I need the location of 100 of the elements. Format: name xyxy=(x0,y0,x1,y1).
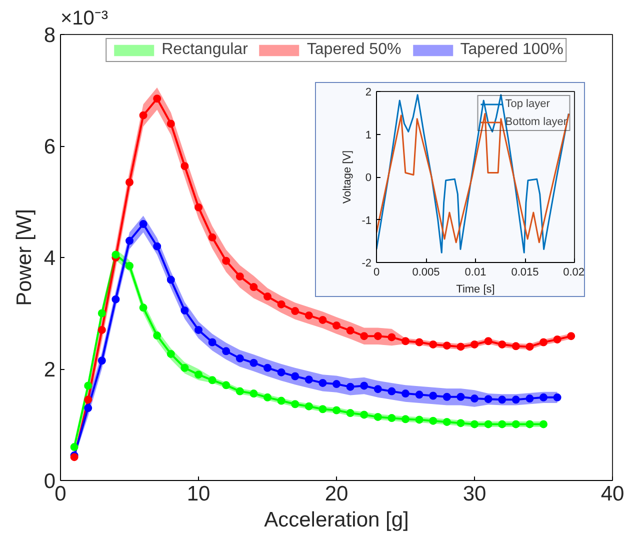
point xyxy=(553,393,562,402)
point xyxy=(98,326,106,334)
point xyxy=(415,338,424,346)
point xyxy=(318,316,327,324)
point xyxy=(291,400,300,408)
point xyxy=(277,396,286,405)
line-series xyxy=(376,94,570,254)
line-series xyxy=(376,112,570,244)
point xyxy=(540,393,548,402)
point xyxy=(402,337,410,346)
point xyxy=(153,242,162,250)
point xyxy=(70,443,78,452)
point xyxy=(498,340,506,348)
point xyxy=(553,335,562,344)
point xyxy=(291,372,300,380)
point xyxy=(456,342,465,351)
legend-label: Tapered 50% xyxy=(306,41,402,59)
x-tick-label: 0.015 xyxy=(511,266,539,278)
point xyxy=(250,283,258,292)
point xyxy=(346,326,354,335)
point xyxy=(540,338,548,346)
point xyxy=(236,387,244,396)
point xyxy=(84,404,92,412)
point xyxy=(512,342,520,350)
point xyxy=(304,311,313,320)
point xyxy=(512,396,520,404)
point xyxy=(456,392,465,401)
legend-label: Top layer xyxy=(505,98,550,110)
point xyxy=(346,409,354,418)
point xyxy=(429,392,438,400)
y-tick-label: -1 xyxy=(362,214,372,227)
point xyxy=(166,120,175,128)
point xyxy=(360,410,368,419)
x-tick-label: 0.02 xyxy=(563,266,585,278)
point xyxy=(208,376,216,384)
point xyxy=(526,342,534,351)
point xyxy=(442,418,451,426)
point xyxy=(415,416,424,424)
point xyxy=(318,378,327,387)
point xyxy=(250,390,258,398)
point xyxy=(264,393,272,402)
x-tick-label: 0 xyxy=(373,266,380,278)
y-tick-label: 0 xyxy=(365,172,372,184)
point xyxy=(194,326,202,334)
y-axis-title: Voltage [V] xyxy=(342,150,354,204)
point xyxy=(470,420,478,428)
point xyxy=(429,340,438,348)
point xyxy=(456,419,465,428)
point xyxy=(166,350,175,358)
point xyxy=(402,390,410,398)
point xyxy=(470,394,478,403)
point xyxy=(236,354,244,362)
point xyxy=(388,414,396,422)
point xyxy=(98,309,106,318)
point xyxy=(402,415,410,424)
point xyxy=(277,300,286,308)
point xyxy=(139,220,148,228)
point xyxy=(126,236,134,245)
point xyxy=(374,412,382,421)
y-tick-label: 2 xyxy=(365,86,372,98)
point xyxy=(180,162,189,170)
point xyxy=(318,405,327,414)
point xyxy=(236,272,244,280)
point xyxy=(98,356,106,365)
point xyxy=(484,395,492,404)
legend-label: Rectangular xyxy=(162,41,248,59)
point xyxy=(180,306,189,314)
point xyxy=(442,342,451,350)
point xyxy=(153,94,162,103)
point xyxy=(112,250,120,259)
point xyxy=(180,364,189,372)
point xyxy=(498,396,506,404)
x-axis-title: Acceleration [g] xyxy=(264,508,409,532)
point xyxy=(194,370,202,379)
x-tick-label: 40 xyxy=(600,482,624,506)
point xyxy=(470,340,478,348)
y-axis-title: Power [W] xyxy=(12,209,36,306)
point xyxy=(84,382,92,390)
point xyxy=(484,420,492,428)
point xyxy=(415,390,424,399)
point xyxy=(112,295,120,304)
point xyxy=(332,380,340,388)
point xyxy=(332,406,340,414)
point xyxy=(388,333,396,342)
point xyxy=(304,402,313,410)
point xyxy=(139,111,148,120)
y-tick-label: 8 xyxy=(44,24,56,47)
y-tick-label: -2 xyxy=(362,258,372,270)
point xyxy=(264,292,272,301)
point xyxy=(222,256,230,265)
x-tick-label: 10 xyxy=(186,482,210,506)
point xyxy=(153,332,162,340)
point xyxy=(360,382,368,390)
point xyxy=(346,382,354,391)
y-tick-label: 4 xyxy=(44,247,56,270)
point xyxy=(277,368,286,376)
point xyxy=(360,332,368,340)
point xyxy=(332,322,340,330)
point xyxy=(166,276,175,284)
y-tick-label: 6 xyxy=(44,136,56,158)
